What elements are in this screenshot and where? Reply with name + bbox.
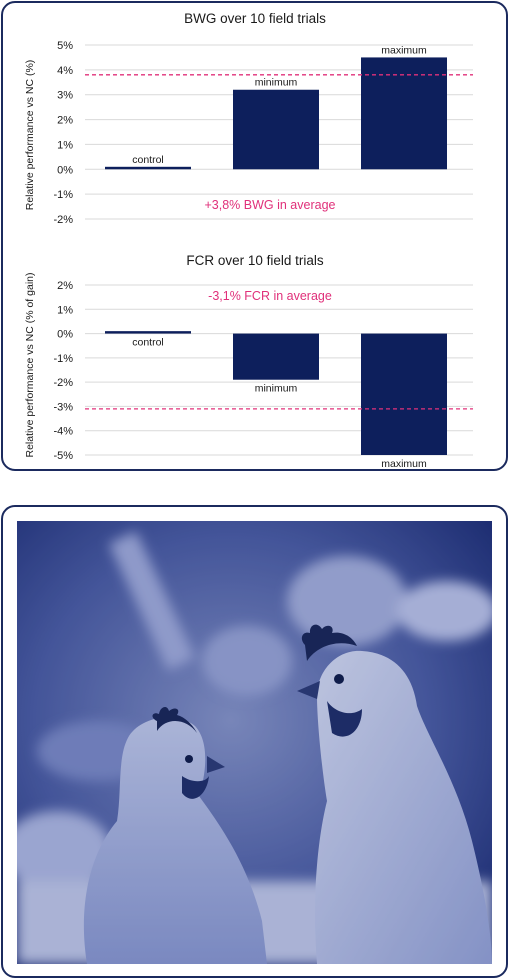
fcr-chart: FCR over 10 field trials Relative perfor… (24, 253, 473, 469)
fcr-y-ticks: 2% 1% 0% -1% -2% -3% -4% -5% (53, 280, 73, 462)
fcr-bar-minimum (233, 333, 319, 380)
fcr-y-tick-label: 0% (57, 329, 73, 341)
right-chicken (297, 624, 492, 964)
fcr-bar-label-control: control (132, 337, 164, 349)
fcr-y-axis-label: Relative performance vs NC (% of gain) (24, 273, 36, 458)
fcr-bar-labels: control minimum maximum (132, 337, 427, 469)
bwg-y-ticks: 5% 4% 3% 2% 1% 0% -1% -2% (53, 40, 73, 226)
fcr-chart-title: FCR over 10 field trials (186, 253, 324, 268)
fcr-bars (105, 331, 447, 455)
bwg-y-tick-label: 5% (57, 40, 73, 52)
bwg-bar-labels: control minimum maximum (132, 44, 427, 165)
fcr-average-annotation: -3,1% FCR in average (208, 289, 332, 303)
bwg-bar-label-control: control (132, 154, 164, 166)
bwg-bar-minimum (233, 89, 319, 170)
bwg-y-tick-label: -2% (53, 214, 73, 226)
fcr-bar-label-maximum: maximum (381, 458, 427, 469)
bwg-y-axis-label: Relative performance vs NC (%) (24, 60, 36, 211)
fcr-bar-maximum (361, 333, 447, 455)
fcr-y-tick-label: -5% (53, 450, 73, 462)
photo-panel (1, 505, 508, 978)
fcr-y-tick-label: -2% (53, 377, 73, 389)
bwg-bar-label-maximum: maximum (381, 44, 427, 56)
fcr-y-tick-label: 1% (57, 304, 73, 316)
charts-svg: BWG over 10 field trials Relative perfor… (24, 11, 473, 469)
fcr-bar-label-minimum: minimum (255, 383, 298, 395)
fcr-y-tick-label: -1% (53, 353, 73, 365)
bwg-chart-title: BWG over 10 field trials (184, 11, 326, 26)
fcr-y-tick-label: -4% (53, 426, 73, 438)
bwg-average-annotation: +3,8% BWG in average (205, 198, 336, 212)
bwg-y-tick-label: 1% (57, 139, 73, 151)
fcr-y-tick-label: -3% (53, 401, 73, 413)
photo-tint-overlay (17, 521, 492, 964)
bwg-bars (105, 57, 447, 170)
bwg-y-tick-label: 4% (57, 65, 73, 77)
bwg-bar-maximum (361, 57, 447, 170)
fcr-bar-control (105, 331, 191, 334)
chickens-illustration (17, 521, 492, 964)
bwg-chart: BWG over 10 field trials Relative perfor… (24, 11, 473, 226)
left-chicken (83, 707, 267, 964)
chickens-photo (17, 521, 492, 964)
bwg-y-tick-label: -1% (53, 189, 73, 201)
bwg-y-tick-label: 2% (57, 115, 73, 127)
bwg-y-tick-label: 3% (57, 90, 73, 102)
charts-panel: BWG over 10 field trials Relative perfor… (1, 1, 508, 471)
bwg-bar-label-minimum: minimum (255, 77, 298, 89)
bwg-bar-control (105, 166, 191, 170)
bwg-y-tick-label: 0% (57, 164, 73, 176)
fcr-y-tick-label: 2% (57, 280, 73, 292)
